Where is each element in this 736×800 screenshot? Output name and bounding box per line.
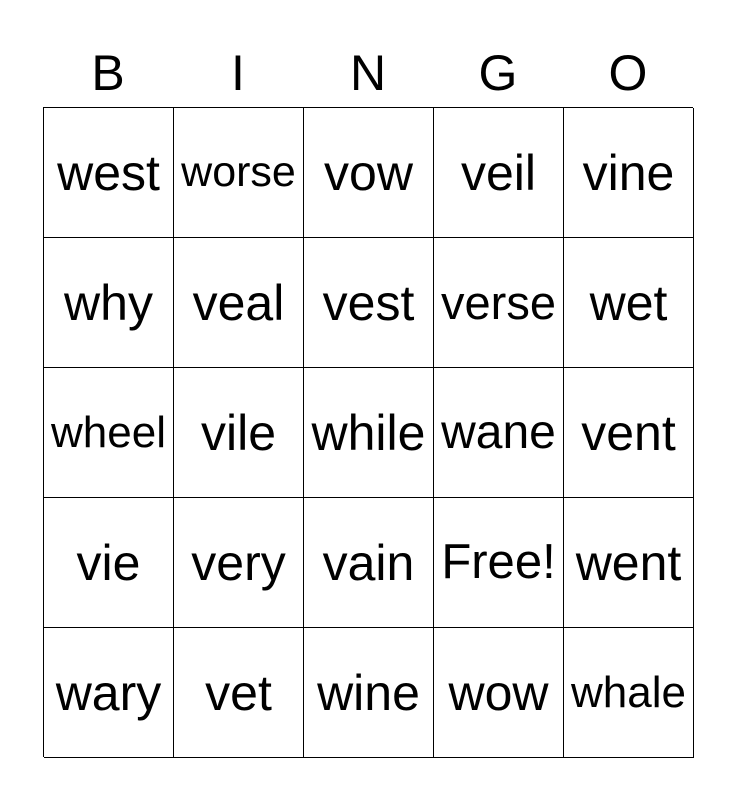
bingo-cell: vow <box>304 108 434 238</box>
bingo-cell-word: wheel <box>51 407 166 457</box>
bingo-cell: very <box>174 498 304 628</box>
bingo-cell: wheel <box>44 368 174 498</box>
bingo-cell-word: verse <box>441 276 556 329</box>
bingo-cell: Free! <box>434 498 564 628</box>
bingo-cell-word: wane <box>441 405 556 459</box>
bingo-cell-word: worse <box>181 148 296 196</box>
bingo-cell-word: vain <box>322 534 415 591</box>
bingo-cell: whale <box>564 628 694 758</box>
header-letter-o: O <box>608 45 648 101</box>
bingo-cell: vie <box>44 498 174 628</box>
bingo-cell: wary <box>44 628 174 758</box>
bingo-cell: wane <box>434 368 564 498</box>
bingo-cell-word: vent <box>581 404 676 461</box>
bingo-cell-word: whale <box>571 667 686 717</box>
bingo-cell-word: veal <box>192 274 285 331</box>
bingo-cell-word: vile <box>200 404 277 461</box>
header-letter-g: G <box>478 45 518 101</box>
bingo-grid: west worse vow veil vine why veal vest verse wet w… <box>43 107 694 758</box>
bingo-cell-word: very <box>191 534 286 591</box>
bingo-cell-word: vest <box>322 274 415 331</box>
bingo-cell: wet <box>564 238 694 368</box>
bingo-cell-word: why <box>64 274 153 331</box>
bingo-cell: vest <box>304 238 434 368</box>
bingo-cell-word: veil <box>460 144 537 201</box>
header-letter-b: B <box>91 45 125 101</box>
bingo-cell: wow <box>434 628 564 758</box>
bingo-cell-word: Free! <box>441 535 556 589</box>
bingo-cell-word: while <box>311 404 426 461</box>
bingo-cell: why <box>44 238 174 368</box>
bingo-cell: west <box>44 108 174 238</box>
bingo-cell-word: went <box>575 534 682 591</box>
bingo-cell-word: vet <box>205 664 272 721</box>
bingo-cell: vine <box>564 108 694 238</box>
bingo-cell: worse <box>174 108 304 238</box>
bingo-cell-word: vine <box>582 144 675 201</box>
bingo-cell-word: west <box>57 144 160 201</box>
header-letter-n: N <box>349 45 387 101</box>
bingo-cell: while <box>304 368 434 498</box>
bingo-cell-word: vie <box>76 534 141 591</box>
bingo-cell: verse <box>434 238 564 368</box>
bingo-header: B I N G O <box>43 40 693 106</box>
bingo-cell: vent <box>564 368 694 498</box>
bingo-cell: vile <box>174 368 304 498</box>
bingo-cell: wine <box>304 628 434 758</box>
bingo-cell: veil <box>434 108 564 238</box>
bingo-cell-word: wine <box>317 664 420 721</box>
bingo-cell: vet <box>174 628 304 758</box>
bingo-cell-word: vow <box>324 144 413 201</box>
bingo-cell-word: wary <box>55 664 162 721</box>
bingo-cell: veal <box>174 238 304 368</box>
bingo-cell-word: wet <box>589 274 668 331</box>
header-letter-i: I <box>231 45 245 101</box>
bingo-cell: vain <box>304 498 434 628</box>
bingo-cell: went <box>564 498 694 628</box>
bingo-cell-word: wow <box>448 664 549 721</box>
